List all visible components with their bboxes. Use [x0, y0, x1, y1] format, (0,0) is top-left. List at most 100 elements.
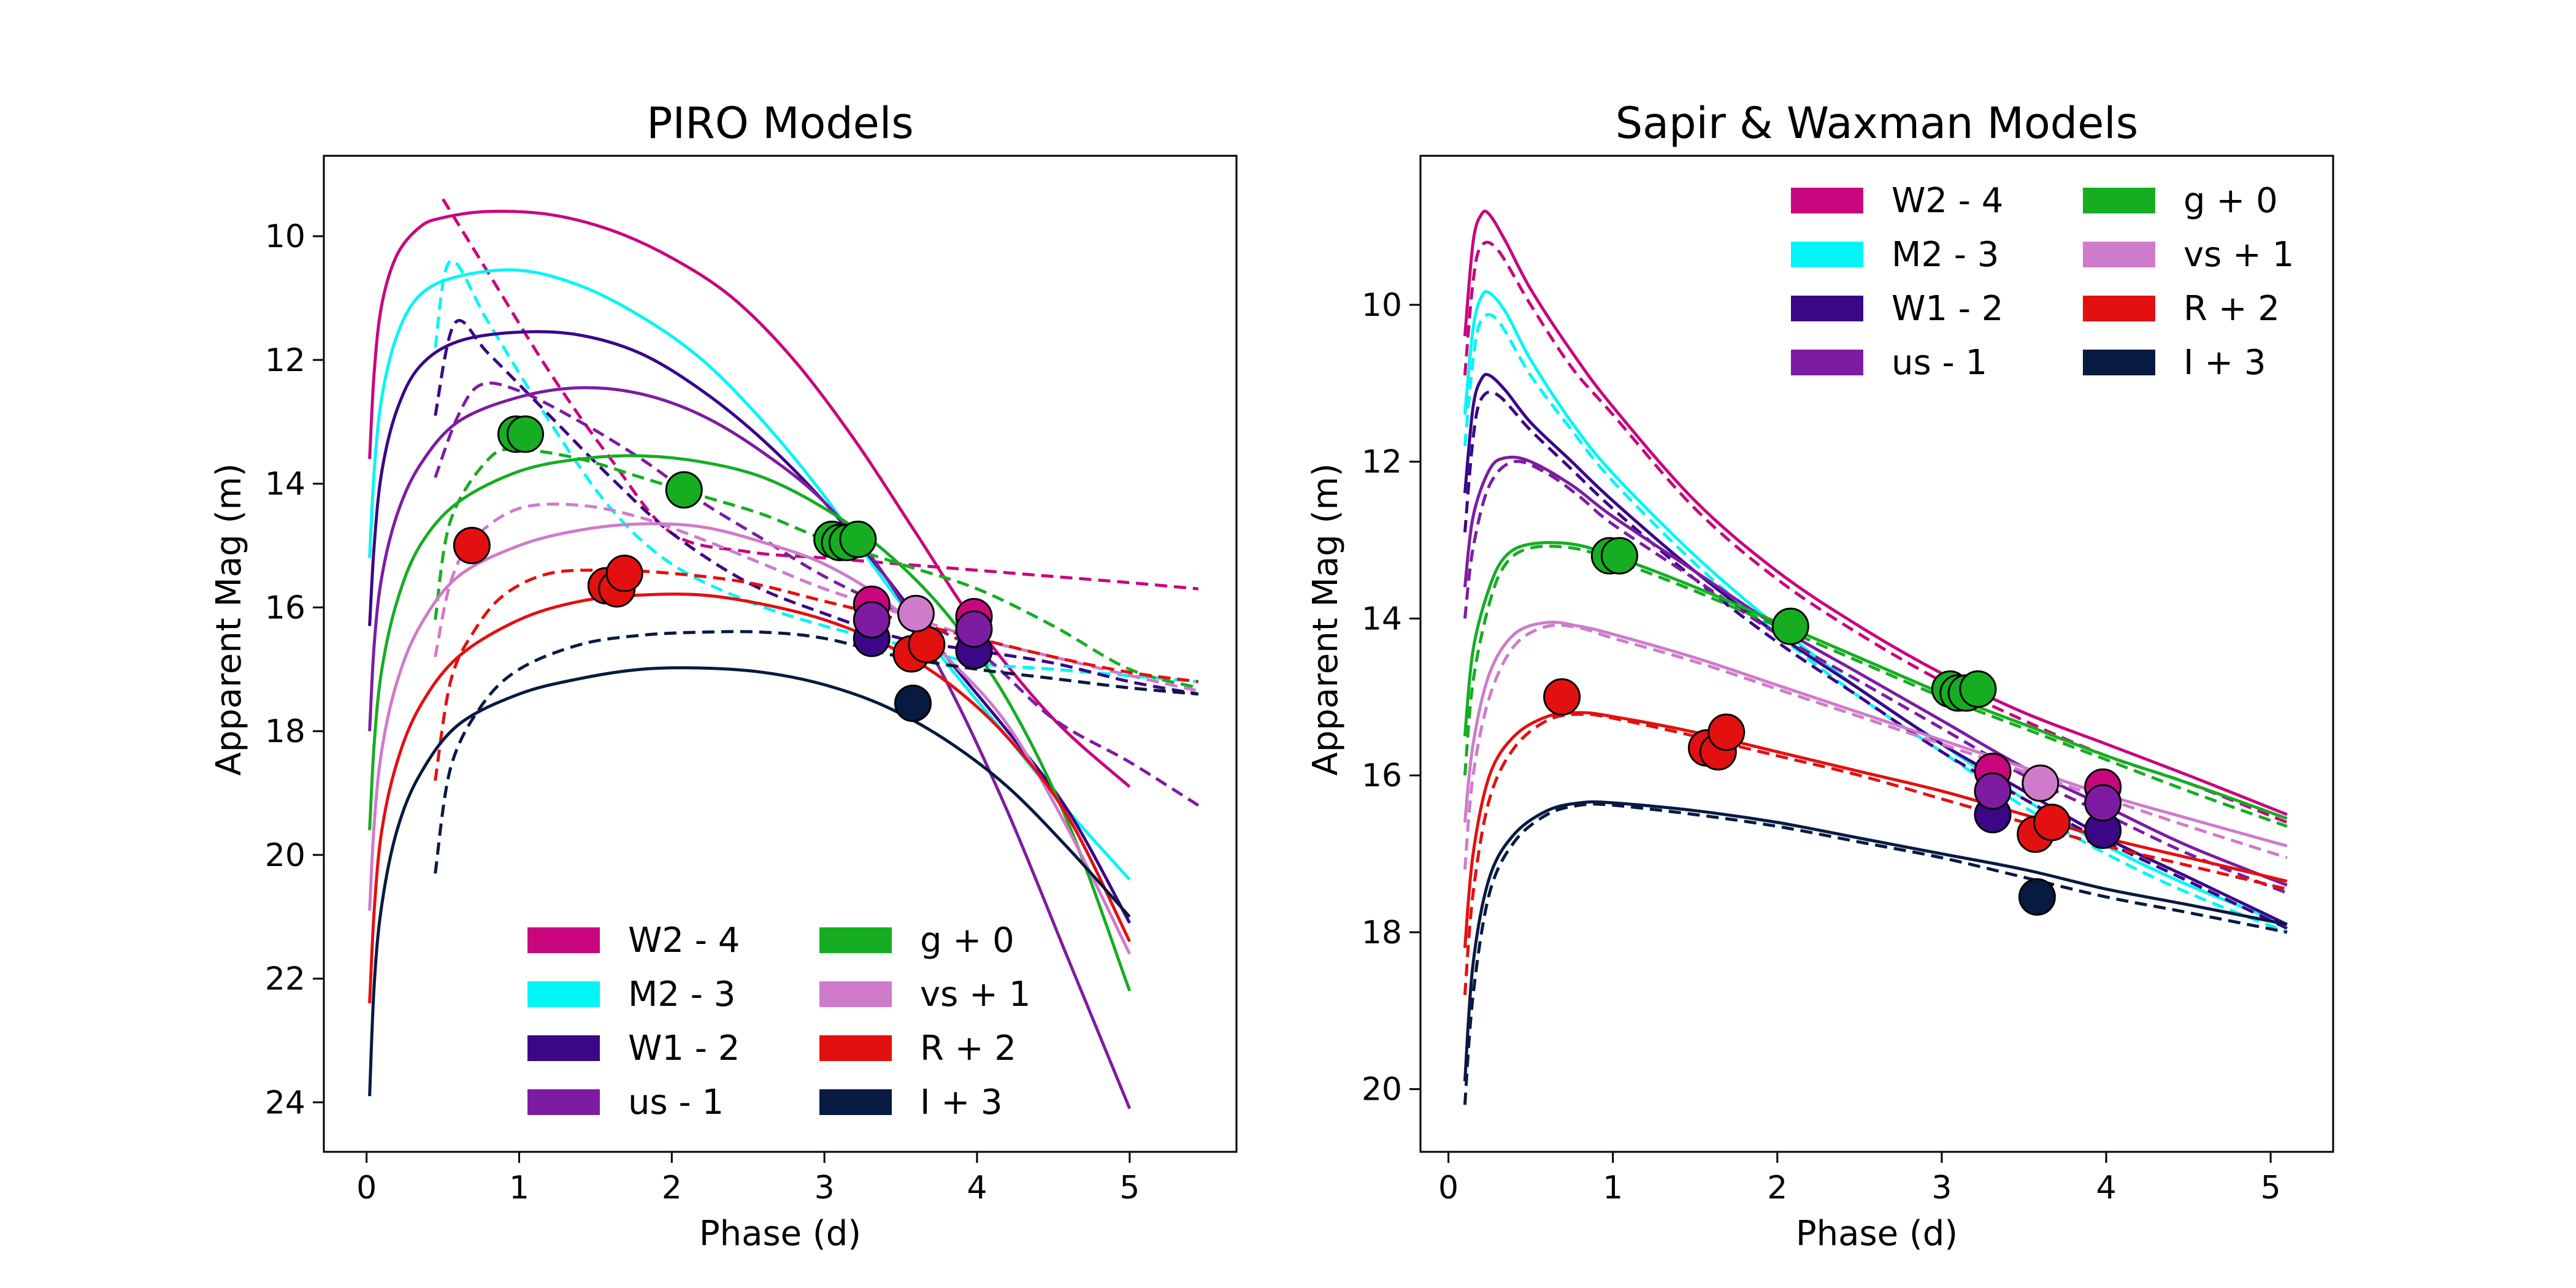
sw-r-2-data-point	[1543, 678, 1581, 716]
piro-w1-2-model-line	[368, 330, 1131, 924]
sw-w2-4-model-line	[1463, 209, 2288, 816]
piro-m2-3-model-dashed-line	[434, 259, 1199, 683]
sw-us-1-data-point	[1974, 772, 2012, 810]
piro-i-3-model-line	[368, 666, 1131, 1097]
sw-chart-title: Sapir & Waxman Models	[1616, 98, 2138, 148]
sw-r-2-data-point	[1708, 713, 1746, 751]
piro-i-3-model-dashed-line	[434, 630, 1199, 874]
piro-r-2-model-dashed-line	[434, 569, 1199, 781]
piro-models-panel: PIRO Models Phase (d) Apparent Mag (m) 0…	[209, 98, 1238, 1254]
sw-g-0-data-point	[1959, 670, 1997, 708]
sw-vs-1-model-dashed-line	[1463, 623, 2288, 870]
sw-y-tick-label: 16	[1362, 757, 1402, 794]
piro-x-tick-label: 2	[662, 1170, 682, 1206]
sw-x-tick-label: 1	[1603, 1170, 1623, 1206]
piro-g-0-model-line	[368, 454, 1132, 992]
sw-legend-label-r-2: R + 2	[2183, 289, 2280, 329]
sw-y-tick-label: 12	[1362, 444, 1402, 481]
piro-m2-3-model-line	[368, 268, 1131, 881]
sw-us-1-data-point	[2084, 784, 2122, 822]
sw-legend-label-vs-1: vs + 1	[2183, 235, 2294, 275]
sw-legend-swatch-us-1	[1791, 350, 1863, 375]
piro-r-2-data-point	[605, 554, 643, 592]
sw-x-tick-label: 3	[1931, 1170, 1952, 1206]
piro-legend-label-r-2: R + 2	[920, 1029, 1016, 1068]
sw-legend-label-us-1: us - 1	[1892, 343, 1987, 383]
piro-legend-swatch-r-2	[819, 1035, 892, 1061]
piro-x-tick-label: 0	[356, 1170, 377, 1206]
sw-r-2-data-point	[2033, 803, 2071, 841]
piro-y-tick-label: 22	[265, 961, 305, 998]
piro-w2-4-model-dashed-line	[441, 198, 1199, 591]
sw-legend-swatch-g-0	[2083, 188, 2155, 213]
piro-legend-swatch-m2-3	[527, 981, 600, 1007]
piro-x-tick-label: 3	[815, 1170, 835, 1206]
sw-i-3-model-line	[1463, 800, 2288, 1082]
piro-legend-swatch-w2-4	[527, 927, 600, 953]
sw-g-0-model-line	[1463, 541, 2288, 820]
sw-g-0-model-dashed-line	[1463, 545, 2288, 828]
sw-i-3-data-point	[2018, 878, 2056, 916]
piro-legend-swatch-us-1	[527, 1089, 600, 1115]
sw-g-0-data-point	[1600, 537, 1638, 575]
sw-plot-frame	[1419, 155, 2334, 1153]
piro-legend-label-us-1: us - 1	[628, 1083, 724, 1122]
sw-x-tick-label: 4	[2096, 1170, 2116, 1206]
piro-y-tick-label: 14	[265, 466, 305, 503]
piro-x-tick-label: 4	[967, 1170, 987, 1206]
piro-legend: W2 - 4 M2 - 3 W1 - 2 us - 1 g + 0 vs + 1 R + 2…	[527, 921, 1030, 1122]
piro-us-1-data-point	[853, 601, 891, 639]
sw-x-tick-label: 5	[2261, 1170, 2281, 1206]
sw-x-axis-label: Phase (d)	[1796, 1214, 1958, 1254]
sw-legend-label-g-0: g + 0	[2183, 181, 2278, 221]
sw-legend-label-w2-4: W2 - 4	[1892, 181, 2003, 221]
sw-legend-swatch-i-3	[2083, 350, 2155, 375]
piro-legend-label-w2-4: W2 - 4	[628, 921, 740, 960]
sw-legend-label-m2-3: M2 - 3	[1892, 235, 1999, 275]
piro-g-0-model-dashed-line	[434, 448, 1199, 689]
piro-y-tick-label: 10	[265, 218, 305, 255]
sw-i-3-model-dashed-line	[1463, 802, 2288, 1105]
piro-legend-swatch-g-0	[819, 927, 892, 953]
sw-legend-label-i-3: I + 3	[2183, 343, 2266, 383]
piro-r-2-model-line	[368, 592, 1132, 1004]
piro-vs-1-data-point	[897, 594, 935, 632]
sw-legend-label-w1-2: W1 - 2	[1892, 289, 2003, 329]
sw-vs-1-data-point	[2022, 764, 2060, 802]
piro-g-0-data-point	[839, 520, 877, 558]
piro-legend-label-m2-3: M2 - 3	[628, 975, 735, 1014]
piro-legend-swatch-vs-1	[819, 981, 892, 1007]
piro-y-tick-label: 16	[265, 589, 305, 626]
piro-legend-label-w1-2: W1 - 2	[628, 1029, 740, 1068]
piro-y-tick-label: 12	[265, 342, 305, 379]
piro-plot-frame	[323, 155, 1238, 1153]
piro-r-2-data-point	[453, 526, 491, 564]
piro-y-tick-label: 24	[265, 1084, 305, 1121]
sw-y-tick-label: 20	[1362, 1071, 1402, 1108]
piro-legend-label-vs-1: vs + 1	[920, 975, 1030, 1014]
piro-us-1-data-point	[955, 610, 993, 648]
piro-us-1-model-dashed-line	[434, 381, 1200, 807]
sw-legend-swatch-w1-2	[1791, 296, 1863, 321]
sw-x-tick-label: 2	[1767, 1170, 1787, 1206]
piro-legend-label-g-0: g + 0	[920, 921, 1014, 960]
sw-legend-swatch-w2-4	[1791, 188, 1863, 213]
piro-x-tick-label: 5	[1119, 1170, 1140, 1206]
piro-observations	[453, 415, 993, 723]
piro-i-3-data-point	[894, 684, 932, 723]
piro-legend-label-i-3: I + 3	[920, 1083, 1003, 1122]
piro-legend-swatch-w1-2	[527, 1035, 600, 1061]
piro-series	[368, 198, 1200, 1110]
piro-y-tick-label: 18	[265, 713, 305, 750]
piro-g-0-data-point	[665, 471, 703, 509]
sw-g-0-data-point	[1771, 607, 1809, 645]
sw-y-tick-label: 14	[1362, 600, 1402, 637]
sw-x-tick-label: 0	[1438, 1170, 1459, 1206]
piro-x-tick-label: 1	[509, 1170, 529, 1206]
sw-legend-swatch-vs-1	[2083, 242, 2155, 267]
piro-g-0-data-point	[506, 415, 544, 453]
sw-y-tick-label: 10	[1362, 287, 1402, 324]
